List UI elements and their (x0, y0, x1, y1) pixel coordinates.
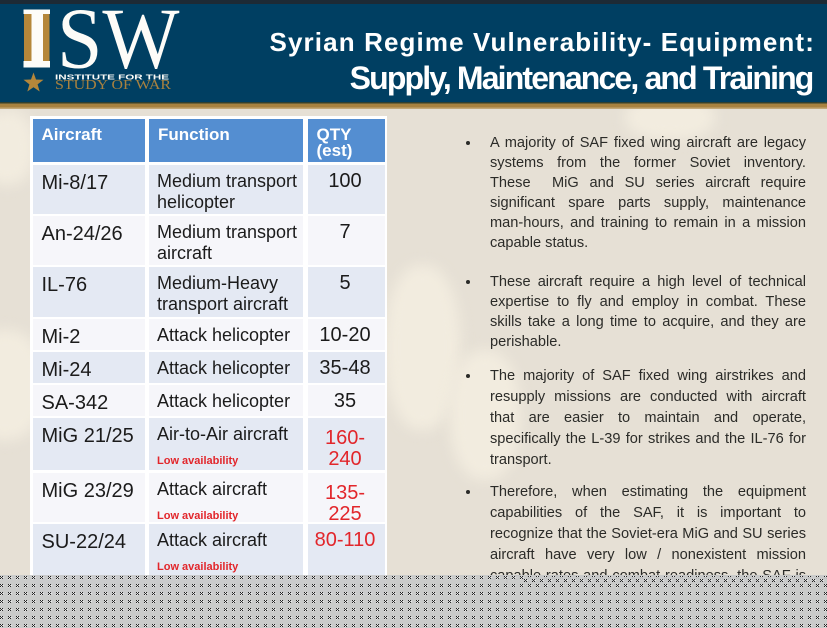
svg-text:STUDY OF WAR: STUDY OF WAR (55, 77, 171, 92)
svg-text:INSTITUTE FOR THE: INSTITUTE FOR THE (55, 75, 170, 82)
svg-text:SW: SW (57, 4, 180, 87)
